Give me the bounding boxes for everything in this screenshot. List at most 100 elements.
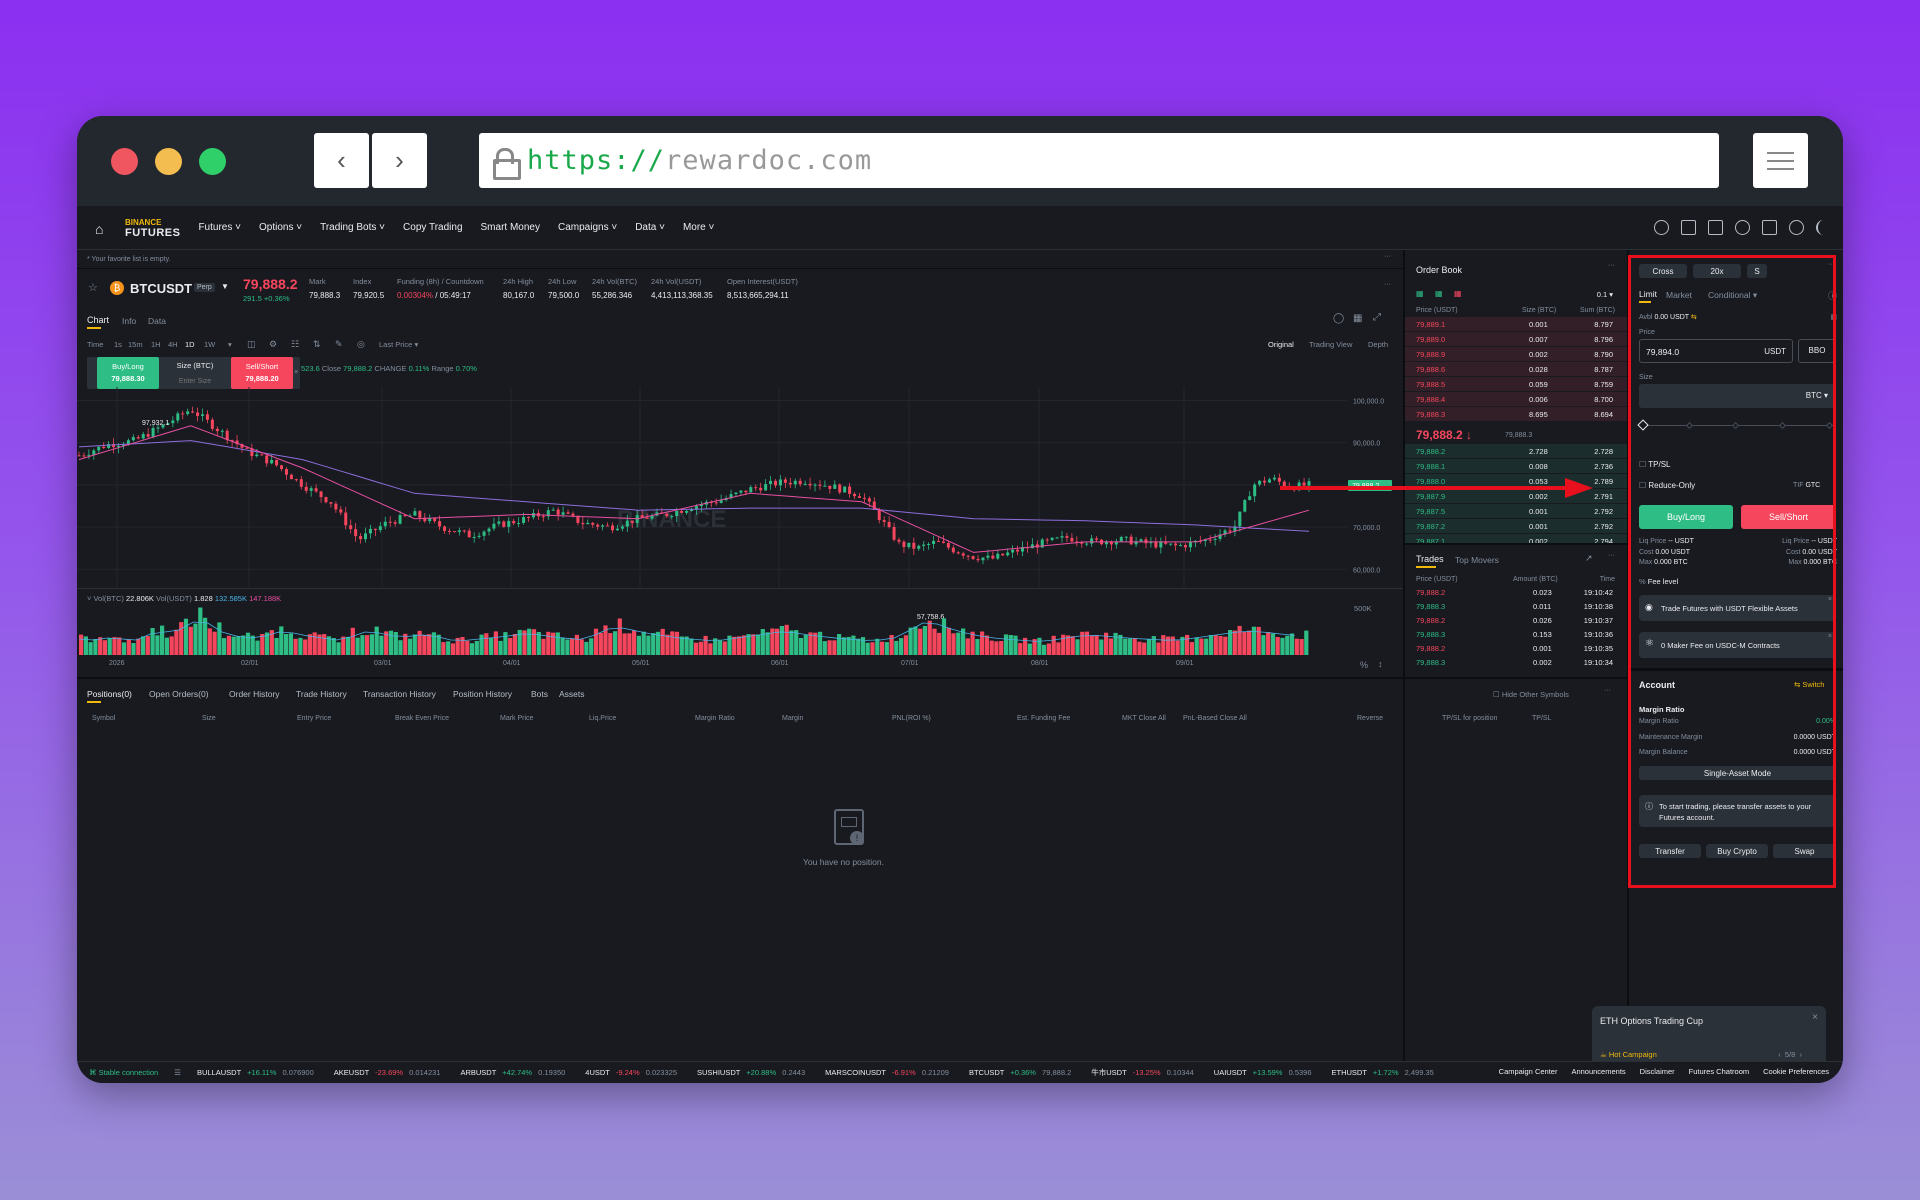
view-original[interactable]: Original xyxy=(1268,340,1294,349)
footer-link[interactable]: Campaign Center xyxy=(1498,1067,1558,1076)
nav-options[interactable]: Options ˅ xyxy=(258,222,303,233)
promo-banner-2[interactable]: ⚛ 0 Maker Fee on USDC-M Contracts × xyxy=(1639,632,1836,658)
positions-tab[interactable]: Open Orders(0) xyxy=(149,689,209,699)
globe-icon[interactable] xyxy=(1735,220,1750,235)
tpsl-checkbox[interactable]: ☐ TP/SL xyxy=(1639,460,1671,469)
book-view-asks-icon[interactable]: ▦ xyxy=(1454,289,1462,298)
chart-settings-icon[interactable]: ☷ xyxy=(291,339,300,349)
ticker-item[interactable]: MARSCOINUSDT -6.91% 0.21209 xyxy=(825,1068,949,1077)
popout-icon[interactable]: ↗ xyxy=(1585,553,1593,563)
ticker-item[interactable]: ARBUSDT +42.74% 0.19350 xyxy=(460,1068,566,1077)
settings-icon[interactable] xyxy=(1789,220,1804,235)
wallet-icon[interactable] xyxy=(1681,220,1696,235)
order-book-row[interactable]: 79,888.1 0.008 2.736 xyxy=(1405,459,1627,474)
order-book-row[interactable]: 79,888.3 8.695 8.694 xyxy=(1405,407,1627,422)
drawing-icon[interactable]: ✎ xyxy=(335,339,343,349)
positions-tab[interactable]: Trade History xyxy=(296,689,347,699)
footer-link[interactable]: Futures Chatroom xyxy=(1688,1067,1750,1076)
home-icon[interactable]: ⌂ xyxy=(95,220,104,237)
campaign-popup[interactable]: ETH Options Trading Cup × ☕ Hot Campaign… xyxy=(1592,1006,1826,1070)
quick-size-input[interactable] xyxy=(166,378,224,385)
more-icon[interactable]: ··· xyxy=(1608,262,1615,269)
view-trading-view[interactable]: Trading View xyxy=(1309,340,1353,349)
switch-link[interactable]: ⇆ Switch xyxy=(1794,680,1825,689)
candle-type-icon[interactable]: ◫ xyxy=(247,339,256,349)
order-book-row[interactable]: 79,888.4 0.006 8.700 xyxy=(1405,392,1627,407)
ticker-toggle-icon[interactable]: ☰ xyxy=(174,1068,181,1077)
ticker-item[interactable]: ETHUSDT +1.72% 2,499.35 xyxy=(1331,1068,1434,1077)
positions-tab[interactable]: Positions(0) xyxy=(87,689,132,699)
order-book-row[interactable]: 79,887.5 0.001 2.792 xyxy=(1405,504,1627,519)
order-type-conditional[interactable]: Conditional ▾ xyxy=(1708,290,1758,300)
interval-1s[interactable]: 1s xyxy=(114,340,122,349)
binance-futures-logo[interactable]: BINANCE FUTURES xyxy=(125,217,181,239)
expand-icon[interactable]: ⤢ xyxy=(1373,312,1381,323)
order-book-row[interactable]: 79,889.0 0.007 8.796 xyxy=(1405,332,1627,347)
orders-icon[interactable] xyxy=(1708,220,1723,235)
tif-select[interactable]: TIF GTC xyxy=(1793,482,1821,489)
fee-level-link[interactable]: % Fee level xyxy=(1639,577,1679,586)
close-window-button[interactable] xyxy=(111,148,138,175)
browser-menu-button[interactable] xyxy=(1753,133,1808,188)
order-book-row[interactable]: 79,889.1 0.001 8.797 xyxy=(1405,317,1627,332)
info-icon[interactable]: ⓘ xyxy=(1827,291,1837,301)
positions-tab[interactable]: Position History xyxy=(453,689,513,699)
quick-sell-button[interactable]: Sell/Short 79,888.20 xyxy=(231,357,293,389)
ticker-item[interactable]: UAIUSDT +13.59% 0.5396 xyxy=(1213,1068,1312,1077)
indicator-icon[interactable]: ⚙ xyxy=(269,339,278,349)
moon-icon[interactable] xyxy=(1816,220,1831,235)
reduce-only-checkbox[interactable]: ☐ Reduce-Only xyxy=(1639,481,1696,490)
drag-handle[interactable] xyxy=(87,357,92,389)
ticker-item[interactable]: 牛市USDT -13.25% 0.10344 xyxy=(1091,1068,1194,1077)
buy-crypto-button[interactable]: Buy Crypto xyxy=(1706,844,1768,858)
close-icon[interactable]: × xyxy=(294,367,299,376)
order-type-limit[interactable]: Limit xyxy=(1639,289,1657,299)
more-icon[interactable]: ··· xyxy=(1828,261,1835,268)
interval-time[interactable]: Time xyxy=(87,340,104,349)
swap-button[interactable]: Swap xyxy=(1773,844,1836,858)
footer-link[interactable]: Disclaimer xyxy=(1639,1067,1675,1076)
precision-select[interactable]: 0.1 ▾ xyxy=(1596,290,1613,299)
interval-1d[interactable]: 1D xyxy=(185,340,195,349)
view-depth[interactable]: Depth xyxy=(1368,340,1389,349)
interval-1w[interactable]: 1W xyxy=(204,340,216,349)
buy-long-button[interactable]: Buy/Long xyxy=(1639,505,1733,529)
price-input[interactable]: 79,894.0 USDT xyxy=(1639,339,1793,363)
maximize-window-button[interactable] xyxy=(199,148,226,175)
ticker-item[interactable]: SUSHIUSDT +20.88% 0.2443 xyxy=(697,1068,806,1077)
chevron-down-icon[interactable]: ▼ xyxy=(221,282,229,291)
order-book-row[interactable]: 79,888.6 0.028 8.787 xyxy=(1405,362,1627,377)
asset-mode-button[interactable]: S xyxy=(1747,264,1767,278)
nav-smart-money[interactable]: Smart Money xyxy=(480,222,540,233)
minimize-window-button[interactable] xyxy=(155,148,182,175)
transfer-button[interactable]: Transfer xyxy=(1639,844,1701,858)
footer-link[interactable]: Cookie Preferences xyxy=(1763,1067,1829,1076)
hide-other-symbols[interactable]: ☐ Hide Other Symbols xyxy=(1493,690,1569,699)
positions-tab[interactable]: Assets xyxy=(559,689,585,699)
nav-campaigns[interactable]: Campaigns ˅ xyxy=(557,222,618,233)
layout-icon[interactable]: ▦ xyxy=(1353,313,1363,324)
symbol-name[interactable]: BTCUSDT xyxy=(130,281,193,296)
size-unit-select[interactable]: BTC ▾ xyxy=(1805,391,1828,400)
tab-top-movers[interactable]: Top Movers xyxy=(1455,555,1499,565)
interval-15m[interactable]: 15m xyxy=(128,340,143,349)
last-price-select[interactable]: Last Price ▾ xyxy=(379,340,419,349)
close-icon[interactable]: × xyxy=(1827,633,1832,640)
order-book-row[interactable]: 79,888.5 0.059 8.759 xyxy=(1405,377,1627,392)
back-button[interactable]: ‹ xyxy=(314,133,369,188)
positions-tab[interactable]: Order History xyxy=(229,689,280,699)
nav-futures[interactable]: Futures ˅ xyxy=(198,222,241,233)
close-icon[interactable]: × xyxy=(1827,596,1832,603)
promo-banner-1[interactable]: ◉ Trade Futures with USDT Flexible Asset… xyxy=(1639,595,1836,621)
leverage-button[interactable]: 20x xyxy=(1693,264,1741,278)
ticker-item[interactable]: BTCUSDT +0.36% 79,888.2 xyxy=(968,1068,1072,1077)
ticker-item[interactable]: AKEUSDT -23.69% 0.014231 xyxy=(333,1068,441,1077)
size-slider[interactable] xyxy=(1637,419,1836,431)
quick-buy-button[interactable]: Buy/Long 79,888.30 xyxy=(97,357,159,389)
tab-data[interactable]: Data xyxy=(148,316,166,326)
nav-copy-trading[interactable]: Copy Trading xyxy=(403,222,463,233)
download-icon[interactable] xyxy=(1762,220,1777,235)
margin-mode-button[interactable]: Cross xyxy=(1639,264,1687,278)
more-icon[interactable]: ··· xyxy=(1384,281,1391,288)
ticker-item[interactable]: BULLAUSDT +16.11% 0.076900 xyxy=(196,1068,314,1077)
